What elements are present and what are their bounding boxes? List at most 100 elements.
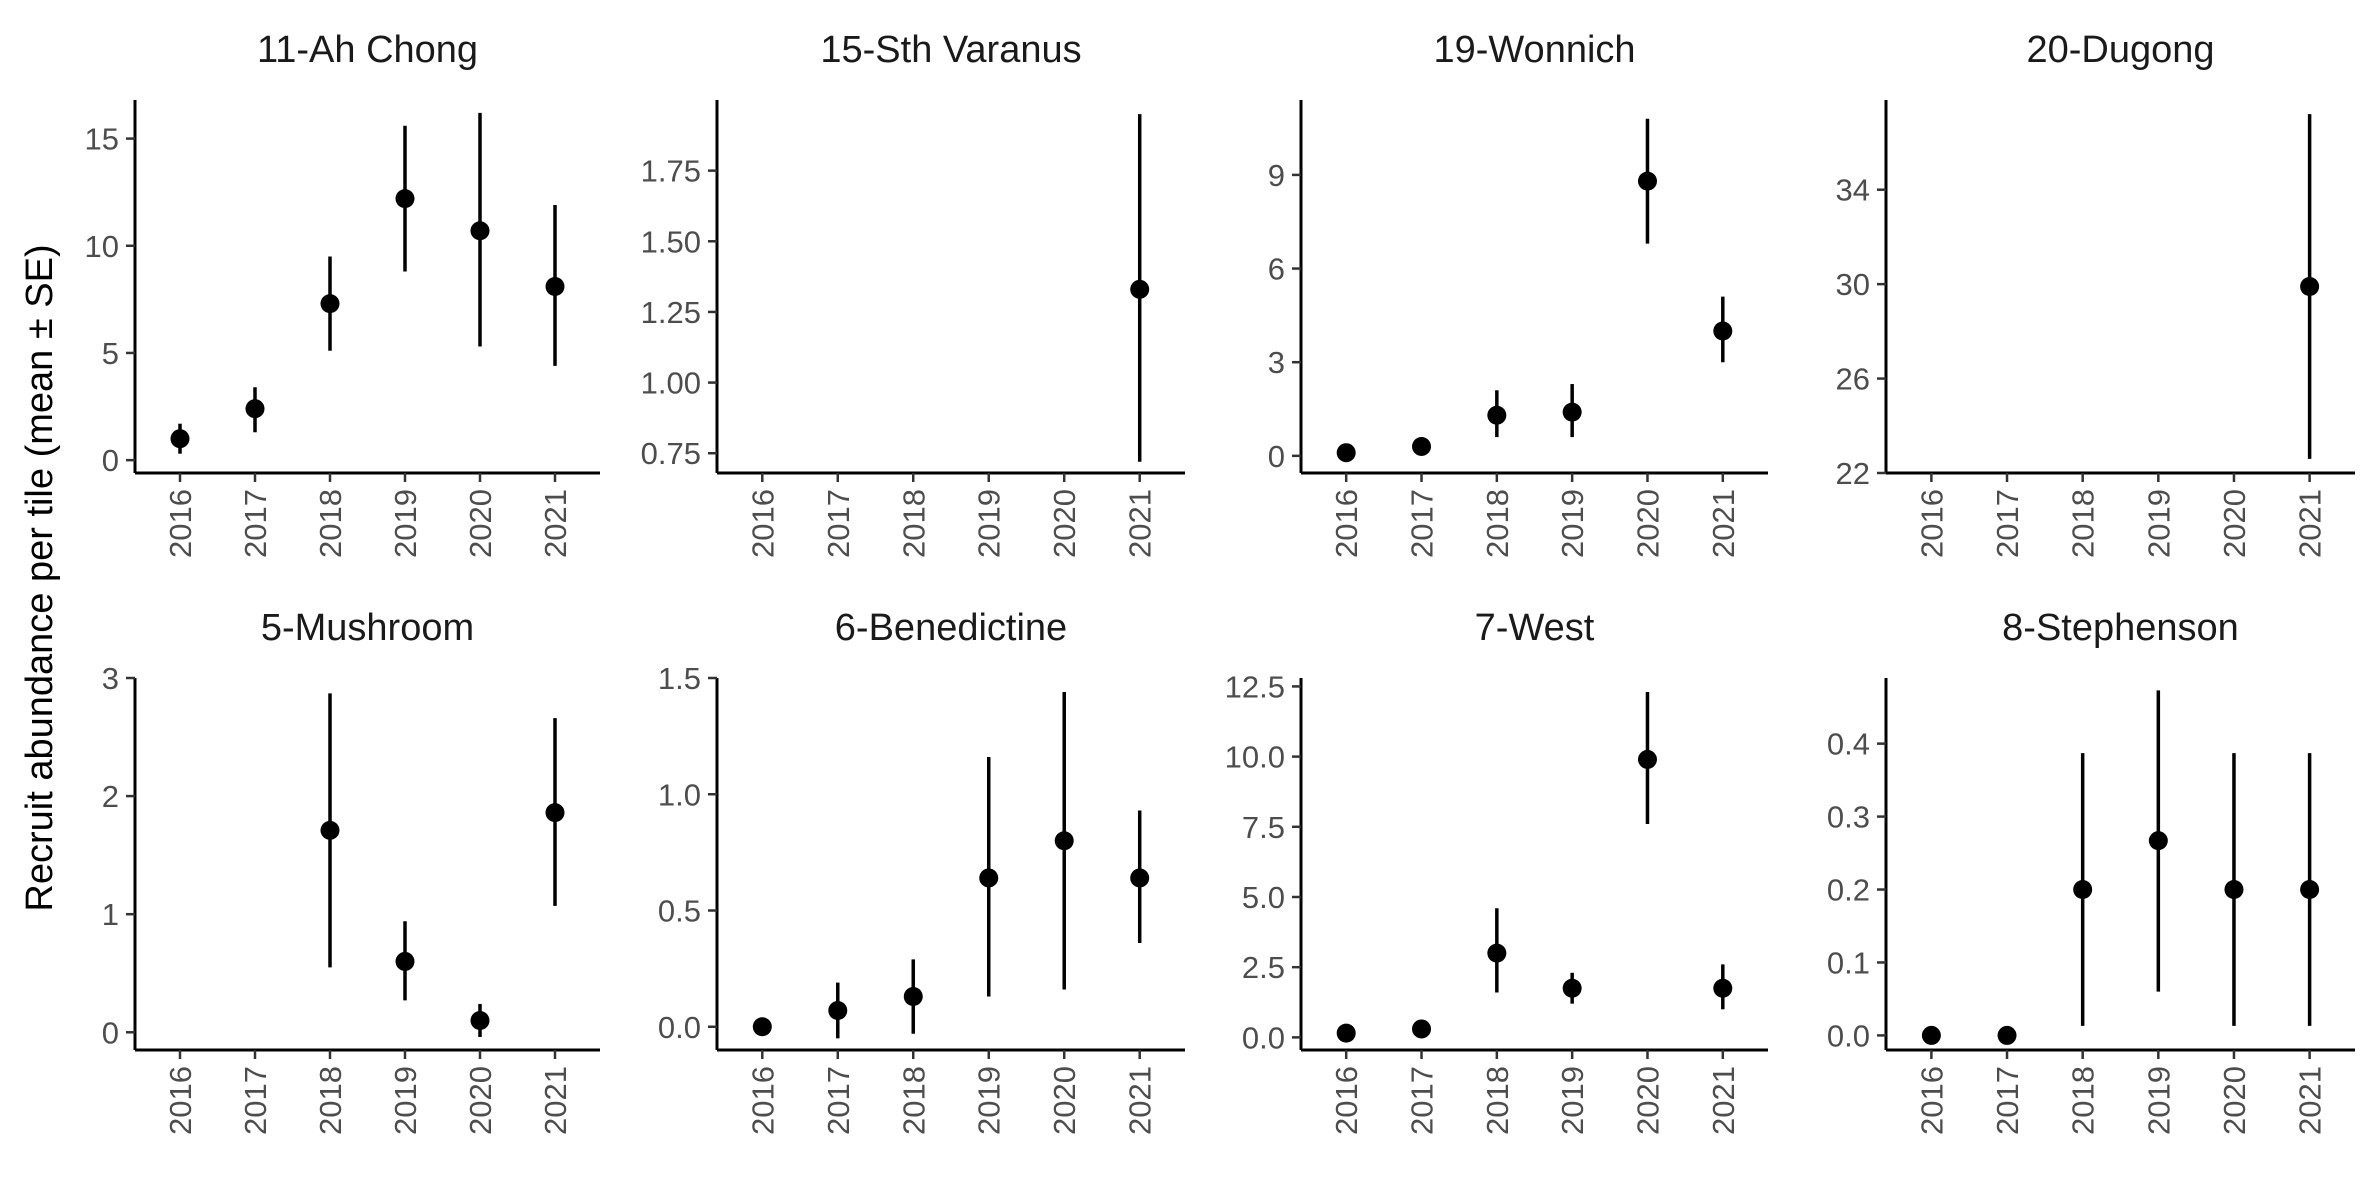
data-point-7-west-2017 [1412,1019,1432,1039]
x-tick-label-6-benedictine: 2018 [896,1066,931,1135]
x-tick-label-8-stephenson: 2017 [1990,1066,2025,1135]
data-point-8-stephenson-2019 [2148,831,2168,851]
y-axis-title: Recruit abundance per tile (mean ± SE) [19,244,61,911]
y-tick-label-8-stephenson: 0.3 [1827,800,1870,835]
x-tick-label-8-stephenson: 2020 [2217,1066,2252,1135]
y-tick-label-5-mushroom: 2 [102,779,119,814]
data-point-6-benedictine-2020 [1054,831,1074,851]
panel-title-5-mushroom: 5-Mushroom [261,607,474,649]
y-tick-label-20-dugong: 22 [1836,456,1870,491]
x-tick-label-19-wonnich: 2017 [1405,489,1440,558]
x-tick-label-20-dugong: 2016 [1914,489,1949,558]
x-tick-label-7-west: 2016 [1329,1066,1364,1135]
x-tick-label-15-sth-varanus: 2019 [972,489,1007,558]
x-tick-label-19-wonnich: 2021 [1706,489,1741,558]
y-tick-label-19-wonnich: 0 [1268,439,1285,474]
y-tick-label-7-west: 0.0 [1242,1020,1285,1055]
panel-title-11-ah-chong: 11-Ah Chong [257,29,478,71]
y-tick-label-7-west: 10.0 [1225,740,1285,775]
data-point-8-stephenson-2021 [2300,880,2320,900]
y-tick-label-8-stephenson: 0.1 [1827,945,1870,980]
x-tick-label-20-dugong: 2017 [1990,489,2025,558]
x-tick-label-8-stephenson: 2016 [1914,1066,1949,1135]
data-point-8-stephenson-2018 [2073,880,2093,900]
y-tick-label-19-wonnich: 9 [1268,158,1285,193]
data-point-8-stephenson-2020 [2224,880,2244,900]
x-tick-label-15-sth-varanus: 2020 [1047,489,1082,558]
y-tick-label-8-stephenson: 0.0 [1827,1018,1870,1053]
x-tick-label-19-wonnich: 2018 [1480,489,1515,558]
data-point-8-stephenson-2017 [1997,1025,2017,1045]
data-point-6-benedictine-2019 [979,868,999,888]
x-tick-label-19-wonnich: 2016 [1329,489,1364,558]
data-point-6-benedictine-2017 [828,1000,848,1020]
x-tick-label-5-mushroom: 2017 [238,1066,273,1135]
y-tick-label-5-mushroom: 0 [102,1015,119,1050]
y-tick-label-15-sth-varanus: 1.00 [641,366,701,401]
x-tick-label-5-mushroom: 2019 [388,1066,423,1135]
y-tick-label-5-mushroom: 3 [102,661,119,696]
panel-title-19-wonnich: 19-Wonnich [1433,29,1635,71]
y-tick-label-8-stephenson: 0.2 [1827,873,1870,908]
y-tick-label-11-ah-chong: 5 [102,336,119,371]
x-tick-label-15-sth-varanus: 2016 [745,489,780,558]
y-tick-label-5-mushroom: 1 [102,897,119,932]
data-point-11-ah-chong-2019 [395,189,415,209]
y-tick-label-6-benedictine: 0.5 [658,894,701,929]
panel-title-20-dugong: 20-Dugong [2026,29,2214,71]
data-point-11-ah-chong-2017 [245,399,265,419]
data-point-5-mushroom-2020 [470,1010,490,1030]
data-point-11-ah-chong-2021 [545,277,565,296]
x-tick-label-7-west: 2019 [1555,1066,1590,1135]
data-point-5-mushroom-2018 [320,820,340,840]
y-tick-label-15-sth-varanus: 0.75 [641,436,701,471]
data-point-11-ah-chong-2020 [470,221,490,241]
data-point-15-sth-varanus-2021 [1130,279,1150,299]
x-tick-label-20-dugong: 2021 [2293,489,2328,558]
y-tick-label-11-ah-chong: 0 [102,443,119,478]
x-tick-label-19-wonnich: 2019 [1555,489,1590,558]
y-tick-label-20-dugong: 34 [1836,173,1870,208]
x-tick-label-11-ah-chong: 2016 [163,489,198,558]
x-tick-label-20-dugong: 2018 [2066,489,2101,558]
x-tick-label-11-ah-chong: 2017 [238,489,273,558]
x-tick-label-15-sth-varanus: 2018 [896,489,931,558]
y-tick-label-7-west: 7.5 [1242,810,1285,845]
x-tick-label-11-ah-chong: 2020 [463,489,498,558]
x-tick-label-6-benedictine: 2020 [1047,1066,1082,1135]
y-tick-label-20-dugong: 26 [1836,362,1870,397]
x-tick-label-7-west: 2018 [1480,1066,1515,1135]
data-point-7-west-2016 [1336,1023,1356,1043]
data-point-7-west-2019 [1562,978,1582,998]
y-tick-label-6-benedictine: 0.0 [658,1010,701,1045]
data-point-7-west-2021 [1713,978,1733,998]
y-tick-label-15-sth-varanus: 1.25 [641,295,701,330]
x-tick-label-15-sth-varanus: 2021 [1123,489,1158,558]
data-point-7-west-2020 [1637,749,1657,769]
panel-title-6-benedictine: 6-Benedictine [835,607,1067,649]
data-point-7-west-2018 [1487,943,1507,963]
x-tick-label-15-sth-varanus: 2017 [821,489,856,558]
x-tick-label-8-stephenson: 2019 [2141,1066,2176,1135]
x-tick-label-11-ah-chong: 2018 [313,489,348,558]
data-point-19-wonnich-2019 [1562,402,1582,422]
y-tick-label-8-stephenson: 0.4 [1827,727,1870,762]
y-tick-label-11-ah-chong: 10 [85,229,119,264]
y-tick-label-7-west: 2.5 [1242,950,1285,985]
x-tick-label-6-benedictine: 2019 [972,1066,1007,1135]
x-tick-label-5-mushroom: 2021 [538,1066,573,1135]
x-tick-label-11-ah-chong: 2019 [388,489,423,558]
data-point-8-stephenson-2016 [1921,1025,1941,1045]
y-tick-label-6-benedictine: 1.0 [658,777,701,812]
data-point-6-benedictine-2016 [752,1017,772,1037]
x-tick-label-6-benedictine: 2021 [1123,1066,1158,1135]
y-tick-label-19-wonnich: 6 [1268,252,1285,287]
x-tick-label-20-dugong: 2019 [2141,489,2176,558]
x-tick-label-19-wonnich: 2020 [1630,489,1665,558]
x-tick-label-7-west: 2021 [1706,1066,1741,1135]
y-tick-label-15-sth-varanus: 1.75 [641,154,701,189]
data-point-5-mushroom-2021 [545,803,565,823]
